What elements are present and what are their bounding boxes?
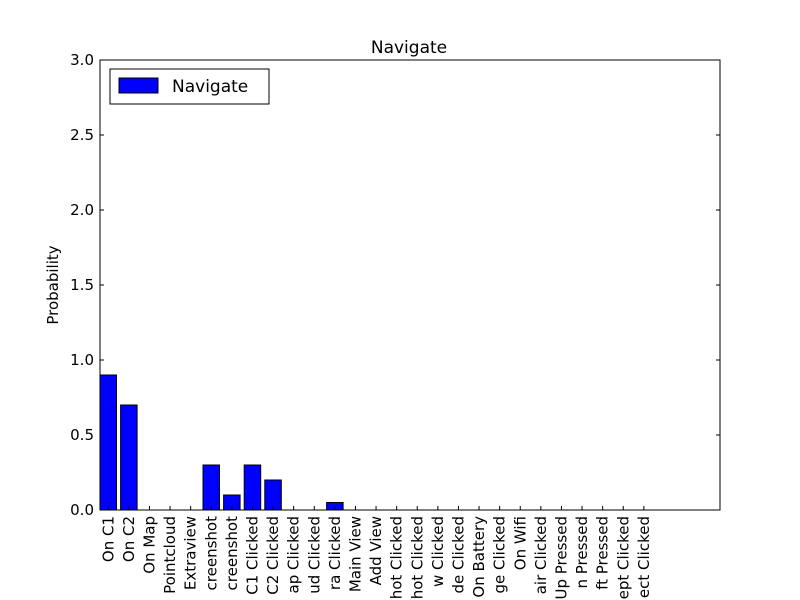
x-tick-label: air Clicked xyxy=(532,516,550,594)
x-axis-tick-labels: On C1 On C2 On Map Pointcloud Extraview creen… xyxy=(99,506,653,600)
x-tick-label: de Clicked xyxy=(449,516,467,593)
x-tick-label: ect Clicked xyxy=(635,516,653,598)
x-tick-label: On C1 xyxy=(99,516,117,562)
x-tick-label: hot Clicked xyxy=(388,516,406,599)
legend-label: Navigate xyxy=(172,77,248,97)
bars xyxy=(99,374,344,511)
x-tick-label: ud Clicked xyxy=(305,516,323,594)
x-tick-label: hot Clicked xyxy=(408,516,426,599)
x-tick-label: Extraview xyxy=(182,516,200,590)
x-tick-label: C1 Clicked xyxy=(243,516,261,595)
legend: Navigate xyxy=(109,68,270,105)
x-tick-label: C2 Clicked xyxy=(264,516,282,595)
x-tick-label: creenshot xyxy=(223,516,241,591)
x-tick-label: On Wifi xyxy=(511,516,529,570)
x-tick-label: Main View xyxy=(346,516,364,592)
x-tick-label: ge Clicked xyxy=(491,516,509,593)
bar xyxy=(243,464,262,511)
bar xyxy=(264,479,282,511)
plot-area xyxy=(100,60,720,510)
x-tick-label: creenshot xyxy=(202,516,220,591)
y-tick-label: 1.0 xyxy=(70,351,94,369)
x-tick-label: ept Clicked xyxy=(614,516,632,599)
x-tick-label: On C2 xyxy=(120,516,138,562)
x-tick-label: ap Clicked xyxy=(285,516,303,593)
x-tick-label: ra Clicked xyxy=(326,516,344,590)
bar xyxy=(99,374,117,511)
x-tick-label: Add View xyxy=(367,516,385,585)
chart-title: Navigate xyxy=(371,38,447,58)
x-tick-label: On Battery xyxy=(470,516,488,598)
y-tick-label: 0.0 xyxy=(70,501,94,519)
x-tick-label: n Pressed xyxy=(573,516,591,589)
y-tick-label: 3.0 xyxy=(70,51,94,69)
y-tick-label: 2.5 xyxy=(70,126,94,144)
x-tick-label: Up Pressed xyxy=(552,516,570,600)
legend-swatch xyxy=(118,77,159,94)
x-tick-label: ft Pressed xyxy=(594,516,612,590)
x-tick-label: On Map xyxy=(140,516,158,574)
y-axis-label: Probability xyxy=(44,245,62,324)
plot-frame xyxy=(99,59,721,511)
x-tick-label: Pointcloud xyxy=(161,516,179,594)
bar xyxy=(120,404,138,511)
bar xyxy=(202,464,220,511)
y-tick-label: 0.5 xyxy=(70,426,94,444)
y-tick-label: 2.0 xyxy=(70,201,94,219)
y-tick-label: 1.5 xyxy=(70,276,94,294)
x-tick-label: w Clicked xyxy=(429,516,447,587)
